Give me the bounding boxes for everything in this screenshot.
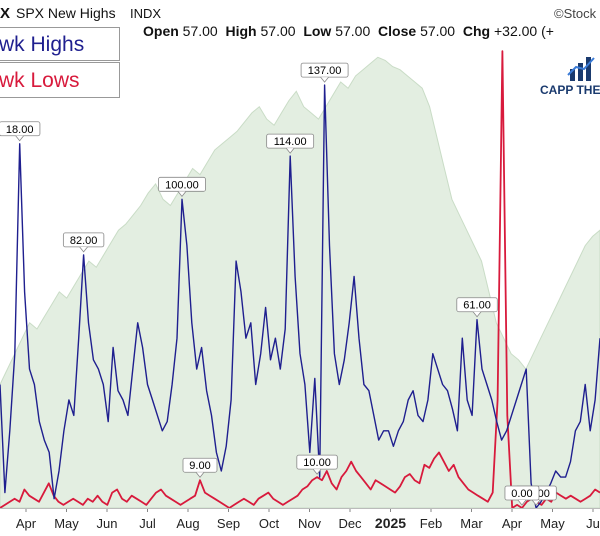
callout-pointer <box>531 499 541 506</box>
callout-pointer <box>177 191 187 197</box>
watermark-text: ©Stock <box>554 6 597 21</box>
callout-pointer <box>15 135 24 142</box>
symbol-text: X <box>0 5 11 22</box>
legend-highs: wk Highs <box>0 27 120 61</box>
x-tick-label: Ju <box>586 516 600 531</box>
x-tick-label: May <box>54 516 79 531</box>
callout-label: 10.00 <box>303 457 331 469</box>
callout-7: 9.00 <box>182 457 218 478</box>
callout-pointer <box>195 471 205 478</box>
wk-lows-line <box>0 50 600 509</box>
callout-1: 82.00 <box>62 232 105 253</box>
callout-5: 61.00 <box>456 297 498 318</box>
callout-8: 10.00 <box>296 454 338 475</box>
x-tick-label: Dec <box>338 516 362 531</box>
x-tick-label: Aug <box>176 516 199 531</box>
x-tick-label: Jun <box>97 516 118 531</box>
x-tick-label: Mar <box>460 516 483 531</box>
callout-pointer <box>517 499 527 506</box>
callout-label: 137.00 <box>308 65 342 77</box>
x-tick-label: Oct <box>259 516 280 531</box>
logo-text: CAPP THE <box>540 83 600 97</box>
callout-label: 0.00 <box>511 488 532 500</box>
callout-label: 100.00 <box>165 179 199 191</box>
legend-lows: wk Lows <box>0 62 120 98</box>
chg-value: +32.00 (+ <box>494 23 554 39</box>
callout-label: 82.00 <box>70 235 98 247</box>
background-price-area <box>0 56 600 509</box>
wk-highs-line <box>0 84 600 509</box>
callout-label: 18.00 <box>6 124 34 136</box>
callout-pointer <box>285 147 295 154</box>
close-label: Close <box>378 23 417 39</box>
chg-label: Chg <box>462 23 491 39</box>
callout-9: 0.00 <box>504 485 540 506</box>
callout-3: 114.00 <box>266 133 315 154</box>
callout-0: 18.00 <box>0 121 41 142</box>
open-label: Open <box>143 23 179 39</box>
callout-pointer <box>312 468 322 475</box>
x-tick-label: Feb <box>420 516 442 531</box>
legend-lows-label: wk Lows <box>0 69 80 92</box>
legend-highs-label: wk Highs <box>0 33 85 56</box>
callout-pointer <box>472 311 482 318</box>
quote-bar: Open 57.00 High 57.00 Low 57.00 Close 57… <box>143 23 554 39</box>
x-tick-label: 2025 <box>375 515 406 531</box>
x-tick-label: Nov <box>298 516 322 531</box>
close-value: 57.00 <box>420 23 456 39</box>
callout-label: 114.00 <box>274 136 307 148</box>
high-value: 57.00 <box>260 23 296 39</box>
callout-label: 61.00 <box>463 300 491 312</box>
data-callouts: 18.0082.00100.00114.00137.0061.0035.009.… <box>0 62 557 506</box>
series-wk-lows <box>0 50 600 509</box>
x-tick-label: Jul <box>139 516 156 531</box>
x-tick-label: Apr <box>502 516 523 531</box>
x-tick-label: Sep <box>217 516 240 531</box>
low-label: Low <box>303 23 332 39</box>
background-area-path <box>0 56 600 509</box>
x-tick-label: May <box>540 516 565 531</box>
high-label: High <box>225 23 257 39</box>
callout-label: 9.00 <box>189 460 210 472</box>
x-tick-label: Apr <box>16 516 37 531</box>
callout-pointer <box>320 76 329 83</box>
low-value: 57.00 <box>335 23 371 39</box>
series-wk-highs <box>0 84 600 509</box>
open-value: 57.00 <box>182 23 218 39</box>
callout-pointer <box>79 246 88 253</box>
chart-name: SPX New Highs <box>16 5 116 21</box>
x-axis: Apr May Jun Jul Aug Sep Oct Nov Dec 2025 Feb Mar Apr… <box>0 508 600 531</box>
bar-chart-logo-icon <box>567 57 595 81</box>
callout-4: 137.00 <box>300 62 349 83</box>
exchange-label: INDX <box>130 6 162 21</box>
capp-logo: CAPP THE <box>540 55 600 100</box>
callout-2: 100.00 <box>158 176 206 197</box>
